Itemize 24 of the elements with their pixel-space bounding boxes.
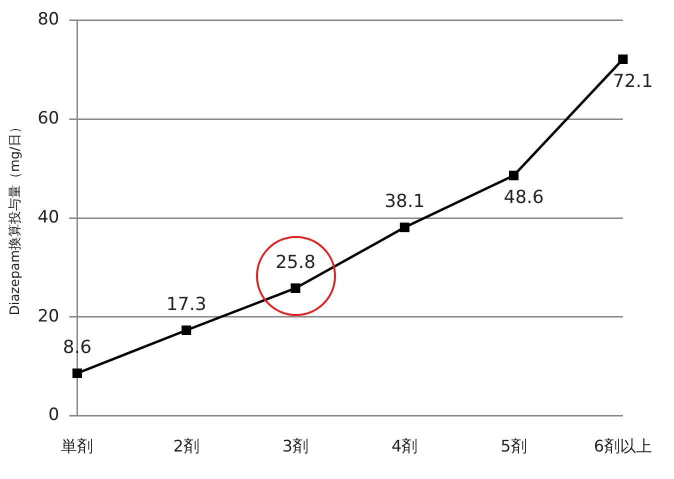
point	[400, 222, 410, 232]
point	[508, 170, 519, 180]
x-tick-label: 単剤	[61, 436, 94, 456]
y-tick-label: 80	[38, 10, 60, 30]
x-tick-label: 2剤	[173, 436, 200, 456]
data-label: 48.6	[504, 187, 544, 208]
x-tick-label: 4剤	[392, 436, 418, 456]
point	[290, 283, 300, 294]
data-label: 8.6	[62, 336, 92, 358]
point	[72, 368, 82, 378]
data-label: 25.8	[275, 252, 316, 273]
y-tick-label: 40	[38, 207, 60, 228]
x-tick-label: 5剤	[500, 436, 527, 456]
x-tick-label: 6剤以上	[594, 436, 652, 456]
point	[618, 54, 628, 64]
y-tick-label: 20	[38, 306, 60, 326]
data-label: 72.1	[612, 70, 653, 92]
point	[182, 325, 192, 336]
y-tick-label: 0	[48, 405, 60, 426]
y-tick-label: 60	[38, 108, 60, 129]
y-axis-title: Diazepam換算投与量（mg/日）	[8, 120, 24, 316]
x-tick-label: 3剤	[282, 436, 309, 456]
data-label: 17.3	[166, 294, 206, 315]
data-label: 38.1	[384, 191, 425, 212]
